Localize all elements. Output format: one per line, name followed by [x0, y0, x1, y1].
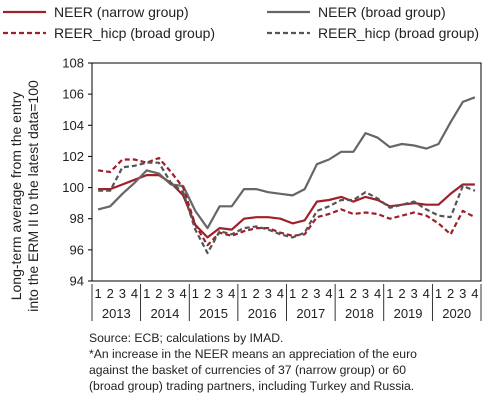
x-year-label: 2013	[102, 306, 131, 321]
x-quarter-label: 1	[386, 286, 393, 301]
x-year-label: 2018	[345, 306, 374, 321]
x-quarter-label: 1	[289, 286, 296, 301]
x-quarter-label: 1	[240, 286, 247, 301]
x-quarter-label: 3	[167, 286, 174, 301]
y-tick-label: 104	[62, 118, 84, 133]
x-year-label: 2017	[296, 306, 325, 321]
x-quarter-label: 3	[459, 286, 466, 301]
x-quarter-label: 2	[204, 286, 211, 301]
x-quarter-label: 4	[423, 286, 430, 301]
x-quarter-label: 3	[119, 286, 126, 301]
y-tick-label: 100	[62, 180, 84, 195]
series-line-1	[98, 174, 475, 239]
y-tick-label: 96	[70, 242, 84, 257]
x-quarter-label: 2	[398, 286, 405, 301]
x-quarter-label: 4	[471, 286, 478, 301]
chart-svg: 94 96 98 100 102 104 106 108 Long-term average f…	[3, 4, 482, 321]
x-quarter-label: 4	[325, 286, 332, 301]
series-line-2	[97, 96, 476, 230]
y-axis-label-line-1: Long-term average from the entry	[8, 92, 24, 301]
legend-label-4: REER_hicp (broad group)	[318, 25, 479, 41]
x-quarter-label: 1	[338, 286, 345, 301]
x-quarter-label: 1	[192, 286, 199, 301]
legend-label-1: NEER (narrow group)	[54, 4, 189, 20]
x-quarter-label: 2	[447, 286, 454, 301]
y-tick-label: 108	[62, 56, 84, 71]
x-quarter-label: 3	[216, 286, 223, 301]
chart-notes: Source: ECB; calculations by IMAD. *An i…	[89, 330, 484, 394]
y-tick-label: 102	[62, 149, 84, 164]
x-quarter-label: 2	[252, 286, 259, 301]
x-quarter-label: 2	[350, 286, 357, 301]
y-tick-label: 106	[62, 87, 84, 102]
footnote-line-2: against the basket of currencies of 37 (…	[89, 363, 407, 377]
x-quarter-label: 1	[435, 286, 442, 301]
x-quarter-label: 4	[131, 286, 138, 301]
footnote-line-3: (broad group) trading partners, includin…	[89, 379, 415, 393]
x-year-label: 2014	[150, 306, 179, 321]
x-year-label: 2020	[442, 306, 471, 321]
x-quarter-label: 1	[143, 286, 150, 301]
y-tick-label: 94	[70, 274, 84, 289]
x-quarter-label: 1	[94, 286, 101, 301]
legend-label-3: REER_hicp (broad group)	[54, 25, 215, 41]
x-quarter-label: 4	[228, 286, 235, 301]
plot-frame	[91, 62, 482, 282]
series-line-4	[98, 161, 476, 255]
x-year-label: 2015	[199, 306, 228, 321]
x-year-label: 2016	[248, 306, 277, 321]
source-note: Source: ECB; calculations by IMAD.	[89, 331, 284, 345]
x-year-label: 2019	[394, 306, 423, 321]
y-axis-label-line-2: into the ERM II to the latest data=100	[25, 80, 41, 312]
x-quarter-label: 2	[107, 286, 114, 301]
x-quarter-label: 3	[313, 286, 320, 301]
x-quarter-label: 2	[155, 286, 162, 301]
x-quarter-label: 4	[374, 286, 381, 301]
series-line-3	[97, 156, 476, 247]
x-quarter-label: 4	[180, 286, 187, 301]
y-tick-label: 98	[70, 211, 84, 226]
footnote-line-1: *An increase in the NEER means an apprec…	[89, 347, 417, 361]
x-quarter-label: 3	[265, 286, 272, 301]
legend-label-2: NEER (broad group)	[318, 4, 446, 20]
x-quarter-label: 2	[301, 286, 308, 301]
x-quarter-label: 3	[362, 286, 369, 301]
x-quarter-label: 4	[277, 286, 284, 301]
x-quarter-label: 3	[411, 286, 418, 301]
